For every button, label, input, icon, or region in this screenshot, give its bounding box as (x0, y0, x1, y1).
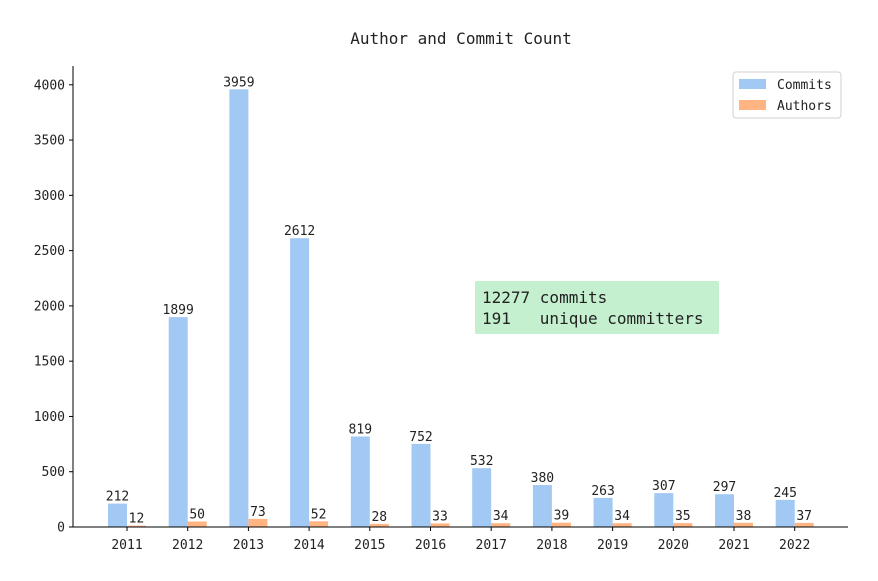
bar-label-authors-2021: 38 (736, 509, 752, 524)
bar-label-authors-2012: 50 (189, 508, 205, 523)
bar-label-authors-2017: 34 (493, 509, 509, 524)
legend-swatch-authors (739, 100, 766, 110)
legend-label-commits: Commits (777, 78, 832, 93)
bar-commits-2015 (350, 436, 370, 527)
bar-commits-2016 (411, 443, 431, 527)
bar-commits-2012 (168, 317, 188, 527)
bar-authors-2019 (612, 523, 632, 527)
bar-label-commits-2015: 819 (349, 423, 372, 438)
bar-label-authors-2013: 73 (250, 505, 266, 520)
bar-label-commits-2014: 2612 (284, 224, 315, 239)
x-tick-label: 2017 (476, 538, 507, 553)
bar-label-commits-2011: 212 (106, 490, 129, 505)
x-tick-label: 2013 (233, 538, 264, 553)
y-tick-label: 1000 (34, 410, 65, 425)
bar-label-commits-2021: 297 (713, 480, 736, 495)
bar-label-authors-2015: 28 (371, 510, 387, 525)
bar-label-commits-2017: 532 (470, 454, 493, 469)
y-tick-label: 3000 (34, 189, 65, 204)
bar-commits-2017 (472, 468, 492, 527)
bar-authors-2014 (309, 521, 329, 527)
legend-label-authors: Authors (777, 99, 832, 114)
bar-label-authors-2020: 35 (675, 509, 691, 524)
annotation-line-1: 12277 commits (482, 288, 607, 307)
y-tick-label: 2000 (34, 299, 65, 314)
bar-commits-2020 (654, 493, 674, 527)
bar-label-commits-2013: 3959 (223, 75, 254, 90)
bar-authors-2015 (369, 523, 389, 527)
legend-swatch-commits (739, 79, 766, 89)
x-tick-label: 2018 (536, 538, 567, 553)
x-tick-label: 2022 (779, 538, 810, 553)
bar-commits-2022 (775, 499, 795, 527)
x-tick-label: 2014 (293, 538, 324, 553)
bar-label-commits-2020: 307 (652, 479, 675, 494)
bar-label-authors-2018: 39 (554, 509, 570, 524)
y-tick-label: 3500 (34, 134, 65, 149)
x-tick-label: 2012 (172, 538, 203, 553)
y-tick-label: 0 (57, 521, 65, 536)
bar-label-commits-2018: 380 (531, 471, 554, 486)
bar-label-authors-2016: 33 (432, 509, 448, 524)
bar-authors-2022 (794, 522, 814, 527)
bar-authors-2017 (491, 523, 511, 527)
bar-label-commits-2012: 1899 (163, 303, 194, 318)
bar-authors-2021 (734, 522, 753, 527)
annotation-line-2: 191 unique committers (482, 309, 704, 328)
bar-label-authors-2022: 37 (796, 509, 812, 524)
y-tick-label: 1500 (34, 355, 65, 370)
bar-label-authors-2014: 52 (311, 507, 327, 522)
y-axis: 0 500 1000 1500 2000 2500 3000 3500 4000 (34, 66, 74, 536)
bar-authors-2020 (673, 523, 693, 527)
bar-commits-2018 (532, 485, 552, 527)
bar-commits-2019 (593, 497, 613, 527)
annotation-box: 12277 commits 191 unique committers (475, 281, 719, 334)
x-tick-label: 2021 (718, 538, 749, 553)
bar-commits-2014 (290, 238, 310, 527)
bar-authors-2016 (430, 523, 450, 527)
x-tick-label: 2019 (597, 538, 628, 553)
x-tick-label: 2011 (111, 538, 142, 553)
bar-commits-2011 (108, 503, 127, 527)
chart-title: Author and Commit Count (350, 29, 572, 48)
bar-authors-2013 (248, 518, 268, 527)
bar-label-authors-2019: 34 (614, 509, 630, 524)
y-tick-label: 4000 (34, 78, 65, 93)
x-axis: 2011 2012 2013 2014 2015 2016 2017 2018 2019 2020… (73, 526, 848, 553)
bar-commits-2013 (229, 89, 249, 528)
y-tick-label: 2500 (34, 244, 65, 259)
x-tick-label: 2020 (658, 538, 689, 553)
bar-label-commits-2016: 752 (409, 430, 432, 445)
x-tick-label: 2016 (415, 538, 446, 553)
annotation-background (475, 281, 719, 334)
y-tick-label: 500 (42, 465, 65, 480)
legend: Commits Authors (732, 71, 842, 119)
bar-authors-2012 (187, 521, 207, 527)
bars (108, 89, 814, 528)
bar-authors-2011 (127, 525, 146, 527)
bar-label-authors-2011: 12 (129, 512, 145, 527)
bar-label-commits-2022: 245 (773, 486, 796, 501)
bar-authors-2018 (551, 522, 571, 527)
bar-commits-2021 (715, 494, 734, 527)
bar-label-commits-2019: 263 (591, 484, 614, 499)
x-tick-label: 2015 (354, 538, 385, 553)
